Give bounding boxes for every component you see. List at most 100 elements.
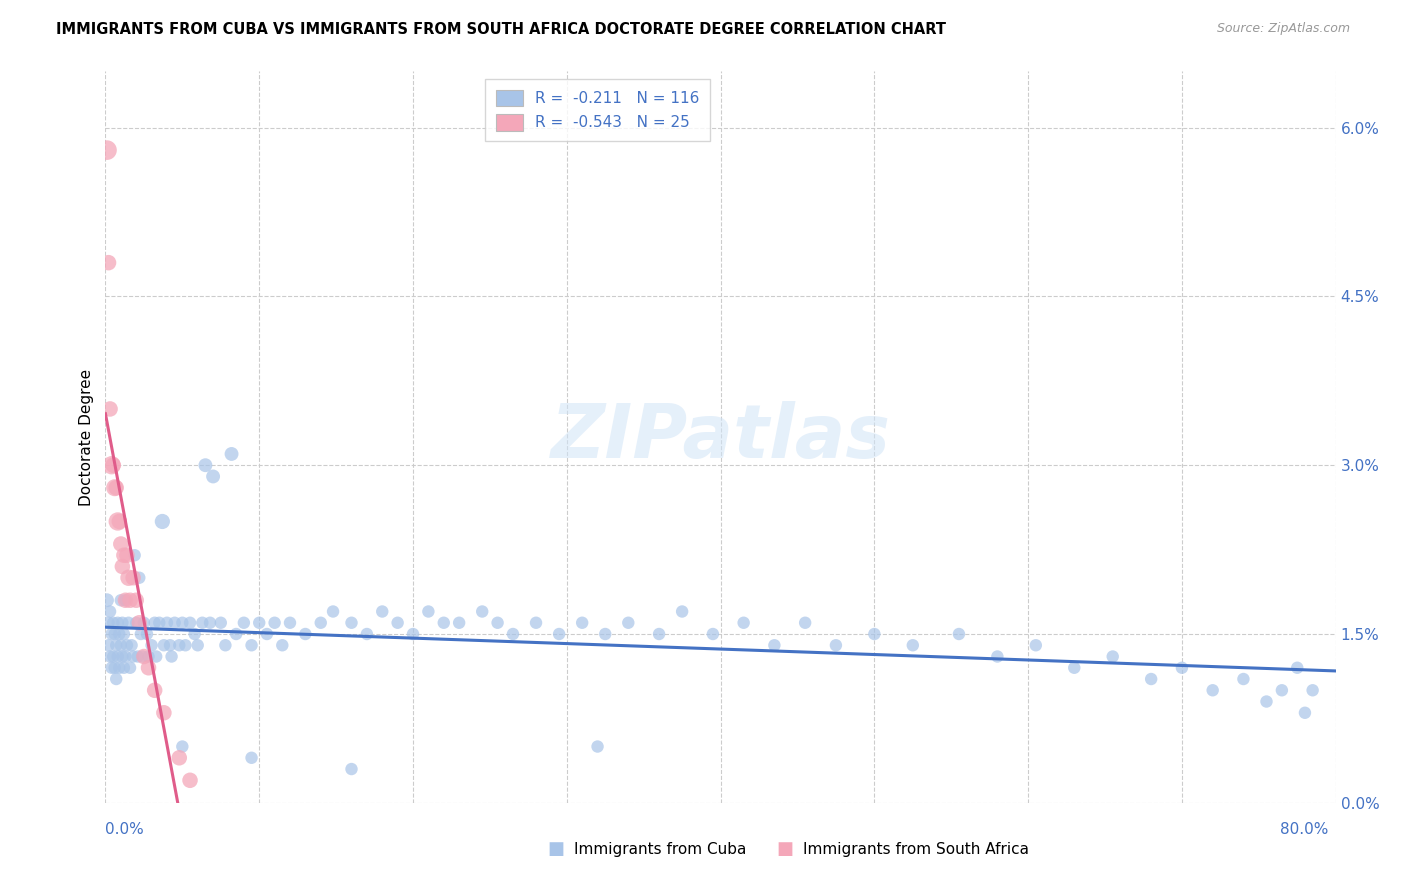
Point xyxy=(150,515,173,529)
Point xyxy=(1256,694,1278,708)
Point xyxy=(97,638,120,652)
Point xyxy=(225,627,247,641)
Point xyxy=(402,627,425,641)
Point xyxy=(648,627,671,641)
Point xyxy=(214,638,236,652)
Point xyxy=(763,638,786,652)
Point xyxy=(107,615,129,630)
Point xyxy=(433,615,456,630)
Point xyxy=(110,537,132,551)
Point xyxy=(1063,661,1085,675)
Point xyxy=(114,593,136,607)
Point xyxy=(202,469,225,483)
Point xyxy=(948,627,970,641)
Point xyxy=(114,593,136,607)
Point xyxy=(97,255,120,269)
Point xyxy=(100,661,122,675)
Point xyxy=(156,615,179,630)
Point xyxy=(172,739,194,754)
Point xyxy=(198,615,221,630)
Point xyxy=(96,593,118,607)
Point xyxy=(1232,672,1254,686)
Point xyxy=(104,481,127,495)
Point xyxy=(1302,683,1324,698)
Point xyxy=(548,627,571,641)
Point xyxy=(153,638,176,652)
Point xyxy=(1286,661,1309,675)
Point xyxy=(309,615,332,630)
Point xyxy=(100,458,122,473)
Point xyxy=(128,571,150,585)
Point xyxy=(179,615,201,630)
Text: IMMIGRANTS FROM CUBA VS IMMIGRANTS FROM SOUTH AFRICA DOCTORATE DEGREE CORRELATIO: IMMIGRANTS FROM CUBA VS IMMIGRANTS FROM … xyxy=(56,22,946,37)
Point xyxy=(571,615,593,630)
Point xyxy=(194,458,217,473)
Point xyxy=(120,661,141,675)
Point xyxy=(124,548,146,562)
Point xyxy=(387,615,409,630)
Point xyxy=(112,661,135,675)
Point xyxy=(131,649,153,664)
Point xyxy=(122,649,145,664)
Point xyxy=(183,627,205,641)
Point xyxy=(733,615,755,630)
Point xyxy=(371,605,394,619)
Point xyxy=(153,706,176,720)
Point xyxy=(471,605,494,619)
Point xyxy=(986,649,1008,664)
Point xyxy=(1294,706,1316,720)
Point xyxy=(98,605,121,619)
Point xyxy=(486,615,509,630)
Point xyxy=(143,683,166,698)
Point xyxy=(247,615,270,630)
Point xyxy=(160,649,183,664)
Text: 0.0%: 0.0% xyxy=(105,822,145,837)
Point xyxy=(101,615,124,630)
Text: ZIPatlas: ZIPatlas xyxy=(551,401,890,474)
Point xyxy=(172,615,194,630)
Point xyxy=(96,143,118,157)
Point xyxy=(122,571,145,585)
Point xyxy=(132,649,155,664)
Point xyxy=(1140,672,1163,686)
Point xyxy=(114,649,136,664)
Point xyxy=(117,615,139,630)
Point xyxy=(191,615,214,630)
Point xyxy=(1025,638,1047,652)
Point xyxy=(121,638,143,652)
Point xyxy=(418,605,440,619)
Point xyxy=(863,627,886,641)
Point xyxy=(271,638,294,652)
Point xyxy=(169,638,191,652)
Point xyxy=(794,615,817,630)
Point xyxy=(586,739,609,754)
Point xyxy=(100,627,122,641)
Point xyxy=(138,661,160,675)
Text: Immigrants from South Africa: Immigrants from South Africa xyxy=(803,842,1029,856)
Point xyxy=(127,649,149,664)
Point xyxy=(263,615,285,630)
Point xyxy=(240,751,263,765)
Point xyxy=(111,615,134,630)
Point xyxy=(1101,649,1123,664)
Point xyxy=(174,638,197,652)
Point xyxy=(104,627,127,641)
Text: Immigrants from Cuba: Immigrants from Cuba xyxy=(574,842,747,856)
Point xyxy=(117,571,139,585)
Point xyxy=(1201,683,1223,698)
Point xyxy=(340,615,363,630)
Point xyxy=(98,401,121,416)
Text: 80.0%: 80.0% xyxy=(1281,822,1329,837)
Point xyxy=(111,559,134,574)
Point xyxy=(617,615,640,630)
Point xyxy=(163,615,186,630)
Point xyxy=(256,627,278,641)
Point xyxy=(110,638,132,652)
Point xyxy=(179,773,201,788)
Point xyxy=(1171,661,1194,675)
Point xyxy=(209,615,232,630)
Point xyxy=(125,615,148,630)
Point xyxy=(129,627,152,641)
Point xyxy=(1271,683,1294,698)
Point xyxy=(221,447,243,461)
